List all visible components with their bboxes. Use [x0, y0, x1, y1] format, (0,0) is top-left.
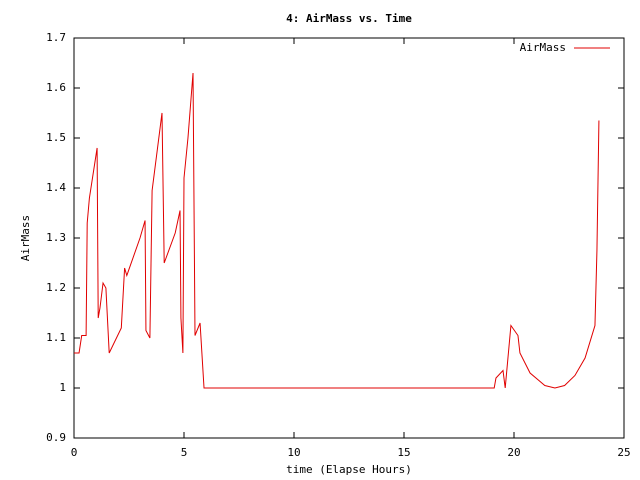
data-line — [74, 72, 600, 389]
x-tick-label: 20 — [507, 446, 520, 459]
y-tick-label: 1.1 — [46, 331, 66, 344]
chart-title: 4: AirMass vs. Time — [286, 12, 412, 25]
y-tick-label: 1.7 — [46, 31, 66, 44]
legend-label: AirMass — [520, 41, 566, 54]
x-axis-label: time (Elapse Hours) — [286, 463, 412, 476]
y-tick-label: 1.2 — [46, 281, 66, 294]
plot-border — [73, 37, 625, 439]
x-tick-label: 0 — [71, 446, 78, 459]
y-tick-label: 1.3 — [46, 231, 66, 244]
y-axis-label: AirMass — [19, 215, 32, 261]
x-tick-label: 5 — [181, 446, 188, 459]
x-tick-label: 15 — [397, 446, 410, 459]
y-tick-label: 1 — [59, 381, 66, 394]
y-tick-label: 1.5 — [46, 131, 66, 144]
y-tick-label: 0.9 — [46, 431, 66, 444]
y-tick-label: 1.4 — [46, 181, 66, 194]
y-tick-label: 1.6 — [46, 81, 66, 94]
x-tick-label: 10 — [287, 446, 300, 459]
x-tick-label: 25 — [617, 446, 630, 459]
